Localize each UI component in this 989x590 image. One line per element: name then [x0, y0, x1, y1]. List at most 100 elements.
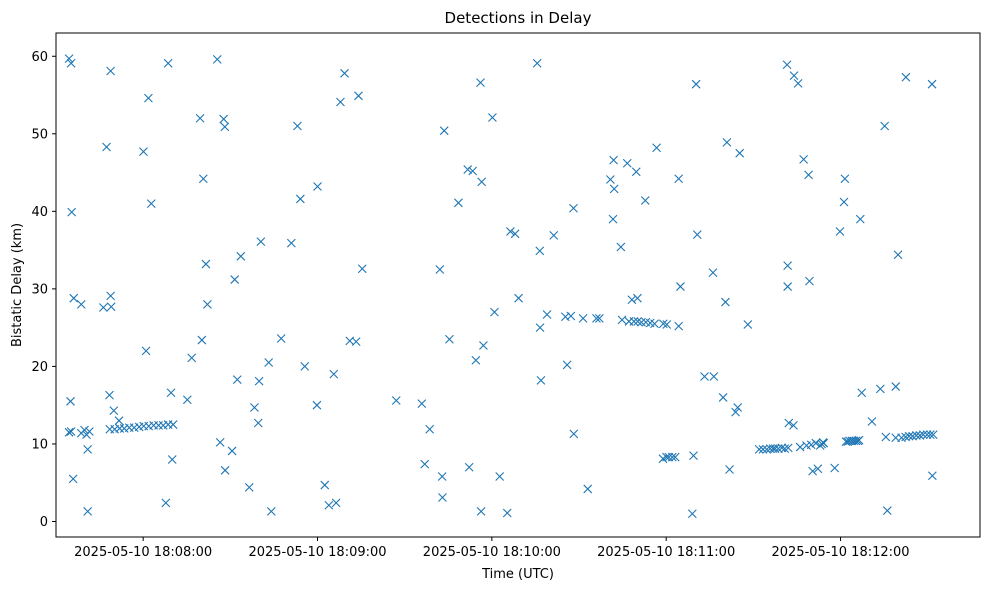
- data-point: [578, 313, 588, 323]
- data-point: [780, 444, 790, 453]
- y-tick-label: 0: [40, 515, 48, 530]
- data-point: [445, 334, 454, 344]
- data-point: [789, 71, 799, 81]
- data-point: [839, 197, 849, 207]
- data-point: [851, 436, 861, 446]
- data-point: [232, 375, 242, 384]
- data-point: [743, 320, 753, 329]
- data-point: [622, 158, 632, 168]
- data-point: [236, 251, 246, 261]
- data-point: [479, 341, 488, 350]
- data-point: [658, 319, 668, 329]
- data-point: [535, 246, 545, 256]
- data-point: [789, 420, 798, 430]
- data-point: [633, 317, 643, 326]
- data-point: [106, 66, 116, 76]
- data-point: [256, 237, 266, 246]
- data-point: [609, 155, 618, 165]
- data-point: [220, 122, 230, 132]
- data-point: [514, 293, 523, 303]
- data-point: [674, 321, 684, 331]
- data-point: [495, 472, 505, 481]
- data-point: [901, 432, 911, 442]
- data-point: [201, 259, 211, 269]
- data-point: [692, 230, 702, 239]
- data-point: [708, 268, 718, 277]
- data-point: [908, 431, 917, 441]
- x-tick-label: 2025-05-10 18:10:00: [423, 545, 561, 560]
- data-point: [562, 360, 572, 370]
- y-tick-label: 60: [31, 50, 48, 65]
- data-point: [758, 444, 768, 454]
- data-point: [855, 214, 865, 224]
- data-point: [425, 424, 435, 434]
- data-point: [227, 446, 237, 456]
- data-point: [616, 242, 626, 252]
- data-point: [286, 238, 296, 248]
- data-point: [674, 174, 684, 184]
- data-point: [293, 121, 302, 131]
- data-point: [535, 323, 545, 333]
- data-point: [867, 417, 877, 426]
- data-point: [219, 114, 229, 124]
- data-points: [64, 54, 938, 519]
- data-point: [476, 507, 486, 516]
- data-point: [391, 396, 401, 405]
- data-point: [166, 388, 176, 398]
- data-point: [670, 452, 680, 462]
- data-point: [98, 303, 108, 312]
- data-point: [320, 480, 330, 490]
- data-point: [66, 396, 75, 406]
- data-point: [85, 427, 94, 436]
- data-point: [754, 444, 764, 454]
- y-tick-label: 20: [31, 360, 48, 375]
- data-point: [435, 265, 445, 274]
- data-point: [510, 229, 520, 239]
- data-point: [700, 372, 709, 381]
- chart-title: Detections in Delay: [445, 9, 592, 27]
- plot-frame: [55, 32, 981, 538]
- data-point: [488, 113, 497, 122]
- data-point: [676, 282, 685, 291]
- data-point: [918, 430, 928, 440]
- data-point: [549, 230, 559, 240]
- data-point: [471, 355, 481, 365]
- data-point: [777, 443, 787, 453]
- data-point: [928, 430, 938, 440]
- data-point: [114, 416, 124, 426]
- data-point: [109, 406, 119, 416]
- data-point: [66, 58, 76, 68]
- data-point: [105, 390, 114, 400]
- data-point: [202, 299, 212, 309]
- data-point: [254, 376, 264, 386]
- data-point: [691, 79, 701, 89]
- data-point: [266, 507, 276, 516]
- data-point: [629, 317, 639, 326]
- data-point: [295, 194, 305, 204]
- data-point: [357, 264, 367, 274]
- x-tick-label: 2025-05-10 18:09:00: [248, 545, 386, 560]
- data-point: [891, 382, 901, 391]
- data-point: [331, 498, 341, 508]
- data-point: [808, 466, 818, 476]
- data-point: [106, 291, 116, 301]
- x-axis: 2025-05-10 18:08:00 2025-05-10 18:09:00 20…: [74, 537, 910, 560]
- data-point: [167, 455, 177, 464]
- x-tick-label: 2025-05-10 18:12:00: [771, 545, 909, 560]
- data-point: [927, 79, 937, 89]
- y-axis-title: Bistatic Delay (km): [10, 223, 25, 347]
- data-point: [168, 420, 178, 429]
- y-tick-label: 50: [31, 127, 48, 142]
- data-point: [253, 418, 263, 428]
- data-point: [857, 388, 867, 398]
- data-point: [76, 299, 86, 309]
- y-tick-label: 40: [31, 205, 48, 220]
- data-point: [146, 199, 156, 208]
- data-point: [840, 174, 850, 184]
- data-point: [64, 427, 74, 437]
- data-point: [477, 177, 487, 187]
- data-point: [244, 482, 254, 492]
- data-point: [904, 431, 914, 441]
- data-point: [735, 148, 745, 158]
